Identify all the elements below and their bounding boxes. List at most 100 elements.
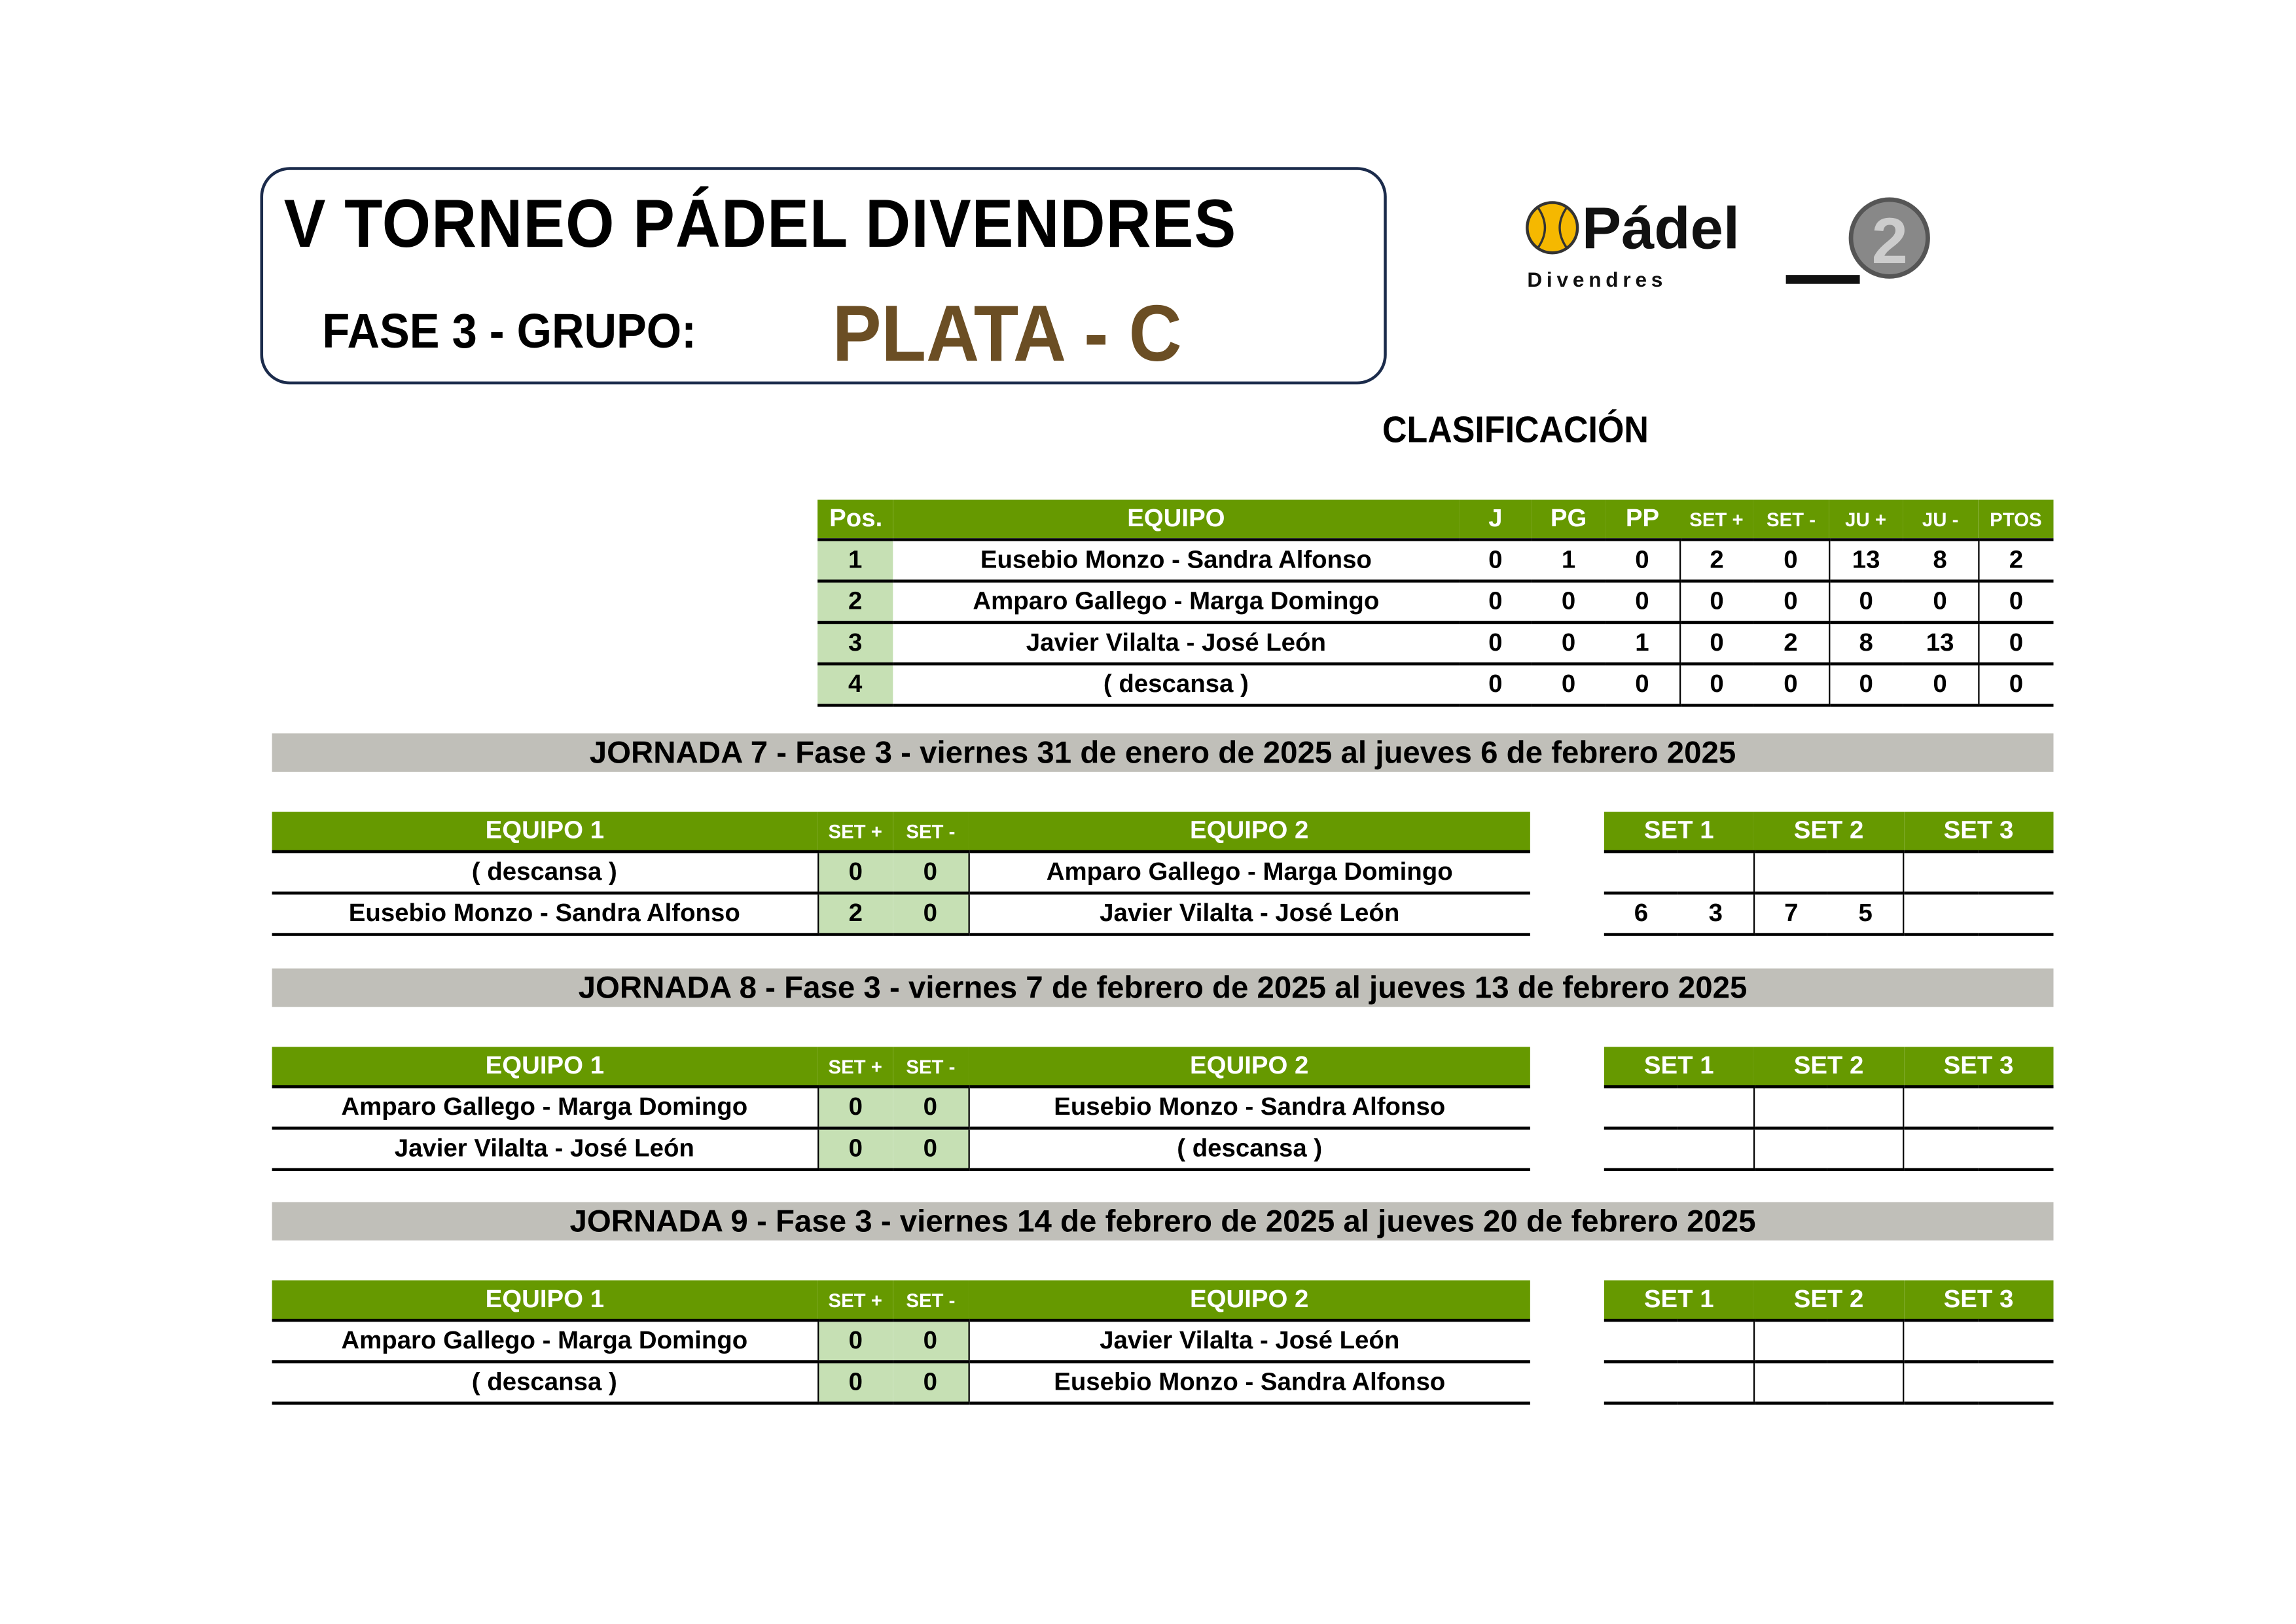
set-score-cell	[1604, 1128, 1679, 1171]
column-header: SET 2	[1753, 1280, 1904, 1322]
team2-cell: Eusebio Monzo - Sandra Alfonso	[967, 1362, 1530, 1405]
stat-cell: 8	[1828, 622, 1903, 666]
set-score-cell: 7	[1753, 893, 1828, 936]
stat-cell: 2	[1678, 539, 1753, 583]
set-score-cell	[1903, 1362, 1978, 1405]
sets-row	[1604, 852, 2054, 895]
stat-cell: 8	[1903, 539, 1979, 583]
team1-cell: Amparo Gallego - Marga Domingo	[272, 1087, 818, 1130]
title-box	[260, 167, 1387, 385]
sets-header: SET 1 SET 2 SET 3	[1604, 1047, 2054, 1089]
matches-header: EQUIPO 1 SET + SET - EQUIPO 2	[272, 1047, 1530, 1089]
set-score-cell	[1903, 852, 1978, 895]
stat-cell: 0	[1753, 664, 1829, 707]
stat-cell: 13	[1828, 539, 1903, 583]
match-row: ( descansa ) 0 0 Amparo Gallego - Marga Dom…	[272, 852, 1530, 895]
column-header: EQUIPO 1	[272, 812, 818, 854]
column-header: EQUIPO 1	[272, 1047, 818, 1089]
stat-cell: 0	[1753, 539, 1829, 583]
position-cell: 4	[817, 664, 893, 707]
set-score-cell	[1753, 852, 1828, 895]
column-header: SET 2	[1753, 1047, 1904, 1089]
team1-cell: ( descansa )	[272, 1362, 818, 1405]
set-score-cell	[1753, 1362, 1828, 1405]
sets-row	[1604, 1128, 2054, 1171]
team-cell: Amparo Gallego - Marga Domingo	[893, 581, 1460, 624]
column-header: SET 3	[1903, 1047, 2054, 1089]
set-score-cell	[1604, 852, 1679, 895]
match-row: Javier Vilalta - José León 0 0( descansa )	[272, 1128, 1530, 1171]
match-row: Eusebio Monzo - Sandra Alfonso 2 0 Javier V…	[272, 893, 1530, 936]
set-score-cell	[1604, 1320, 1679, 1363]
set-plus-cell: 0	[816, 1087, 893, 1130]
set-score-cell	[1977, 1128, 2054, 1171]
padel-logo: Pádel Divendres 2	[1526, 195, 1930, 291]
stat-cell: 0	[1605, 664, 1679, 707]
column-header: PP	[1605, 499, 1679, 541]
match-row: Amparo Gallego - Marga Domingo 0 0 Javier V…	[272, 1320, 1530, 1363]
standings-title: CLASIFICACIÓN	[1382, 409, 1649, 451]
column-header: SET -	[1753, 499, 1829, 541]
column-header: EQUIPO 2	[968, 1047, 1530, 1089]
set-score-cell	[1977, 893, 2054, 936]
svg-text:Divendres: Divendres	[1527, 268, 1667, 291]
sets-table: SET 1 SET 2 SET 3	[1604, 1280, 2054, 1405]
stat-cell: 0	[1678, 622, 1753, 666]
column-header: EQUIPO 2	[968, 812, 1530, 854]
set-score-cell	[1903, 1087, 1978, 1130]
matches-header: EQUIPO 1 SET + SET - EQUIPO 2	[272, 1280, 1530, 1322]
stat-cell: 0	[1977, 622, 2054, 666]
stat-cell: 0	[1678, 664, 1753, 707]
stat-cell: 2	[1753, 622, 1829, 666]
stat-cell: 0	[1977, 581, 2054, 624]
matches-table: EQUIPO 1 SET + SET - EQUIPO 2( descansa ) 0 0…	[272, 812, 1530, 936]
sets-header: SET 1 SET 2 SET 3	[1604, 812, 2054, 854]
stat-cell: 1	[1532, 539, 1606, 583]
group-name: PLATA - C	[832, 289, 1182, 379]
sets-row	[1604, 1087, 2054, 1130]
column-header: J	[1459, 499, 1532, 541]
position-cell: 2	[817, 581, 893, 624]
stat-cell: 0	[1459, 581, 1532, 624]
svg-text:Pádel: Pádel	[1582, 195, 1740, 261]
set-score-cell: 3	[1678, 893, 1754, 936]
svg-text:2: 2	[1872, 205, 1908, 278]
sets-row	[1604, 1362, 2054, 1405]
set-score-cell	[1753, 1087, 1828, 1130]
set-score-cell	[1678, 1320, 1754, 1363]
standings-row: 2 Amparo Gallego - Marga Domingo 0 0 0 0 0 0 0 0	[817, 581, 2054, 624]
set-minus-cell: 0	[893, 852, 969, 895]
sets-row	[1604, 1320, 2054, 1363]
position-cell: 1	[817, 539, 893, 583]
set-plus-cell: 0	[816, 852, 893, 895]
set-score-cell	[1678, 852, 1754, 895]
stat-cell: 0	[1828, 664, 1903, 707]
column-header: SET -	[893, 1280, 969, 1322]
set-score-cell	[1678, 1362, 1754, 1405]
set-plus-cell: 0	[816, 1320, 893, 1363]
stat-cell: 0	[1605, 581, 1679, 624]
column-header: JU +	[1829, 499, 1903, 541]
round-title: JORNADA 8 - Fase 3 - viernes 7 de febrer…	[272, 968, 2054, 1007]
column-header: SET 1	[1604, 1280, 1754, 1322]
stat-cell: 1	[1605, 622, 1679, 666]
column-header: SET 3	[1903, 1280, 2054, 1322]
set-score-cell: 5	[1827, 893, 1904, 936]
stat-cell: 0	[1532, 581, 1606, 624]
column-header: SET +	[817, 1047, 893, 1089]
stat-cell: 0	[1903, 581, 1979, 624]
set-score-cell	[1604, 1362, 1679, 1405]
set-score-cell	[1827, 1362, 1904, 1405]
set-plus-cell: 0	[816, 1128, 893, 1171]
set-minus-cell: 0	[893, 1362, 969, 1405]
team2-cell: Eusebio Monzo - Sandra Alfonso	[967, 1087, 1530, 1130]
stat-cell: 13	[1903, 622, 1979, 666]
team1-cell: Amparo Gallego - Marga Domingo	[272, 1320, 818, 1363]
stat-cell: 0	[1459, 664, 1532, 707]
stat-cell: 0	[1459, 539, 1532, 583]
set-score-cell	[1827, 852, 1904, 895]
set-minus-cell: 0	[893, 1128, 969, 1171]
set-score-cell	[1827, 1320, 1904, 1363]
